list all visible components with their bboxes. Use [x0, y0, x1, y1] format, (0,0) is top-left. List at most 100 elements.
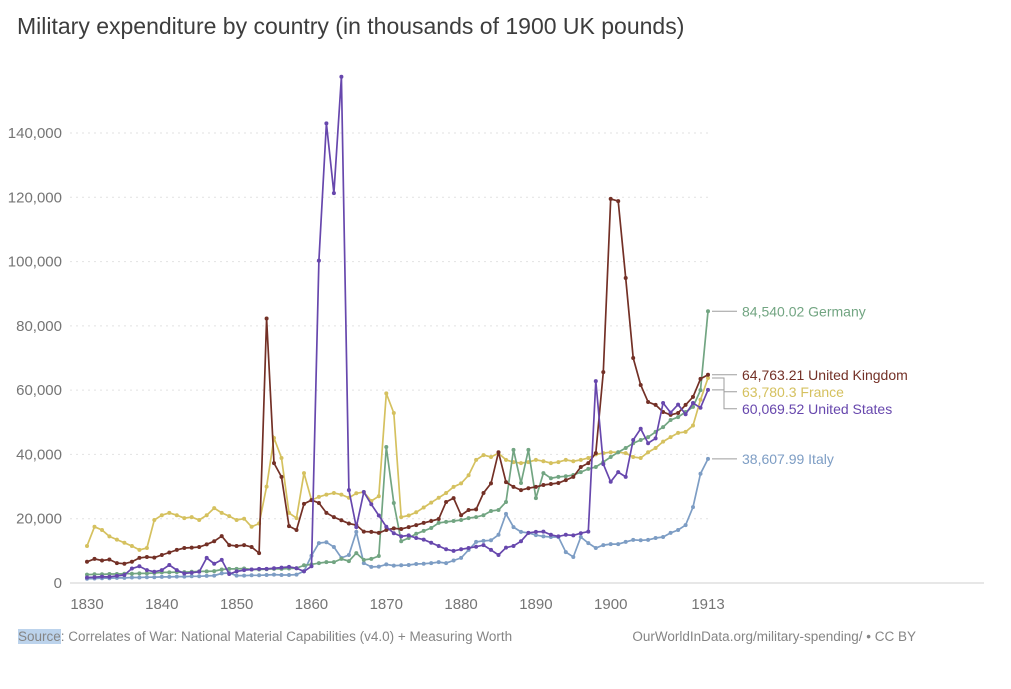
data-point — [436, 495, 441, 500]
data-point — [384, 562, 389, 567]
data-point — [107, 534, 112, 539]
data-point — [331, 491, 336, 495]
data-point — [623, 276, 628, 280]
data-point — [204, 555, 209, 560]
series-line-germany[interactable] — [85, 309, 710, 577]
data-point — [144, 575, 149, 580]
data-point — [384, 391, 389, 396]
data-point — [182, 546, 187, 550]
data-point — [504, 545, 508, 550]
data-point — [159, 574, 164, 579]
data-point — [519, 481, 523, 485]
data-point — [563, 550, 568, 555]
data-point — [571, 474, 576, 479]
data-point — [526, 486, 531, 491]
data-point — [354, 491, 359, 496]
data-point — [608, 479, 613, 484]
data-point — [474, 457, 479, 462]
data-point — [316, 541, 321, 546]
chart-title: Military expenditure by country (in thou… — [17, 13, 685, 39]
data-point — [414, 510, 419, 515]
data-point — [384, 528, 389, 532]
data-point — [676, 402, 681, 407]
end-label-france[interactable]: 63,780.3 France — [742, 384, 844, 400]
data-point — [152, 518, 157, 522]
series-path — [86, 197, 709, 565]
data-point — [92, 524, 97, 529]
data-point — [661, 401, 666, 405]
data-point — [623, 539, 628, 544]
data-point — [511, 544, 516, 548]
data-point — [174, 574, 179, 579]
owid-credit[interactable]: OurWorldInData.org/military-spending/ • … — [632, 629, 916, 644]
data-point — [302, 563, 306, 568]
end-label-united-states[interactable]: 60,069.52 United States — [742, 401, 892, 417]
data-point — [474, 544, 479, 549]
series-line-united-kingdom[interactable] — [85, 196, 710, 566]
data-point — [646, 450, 651, 455]
data-point — [129, 571, 134, 576]
data-point — [533, 496, 538, 501]
data-point — [444, 500, 449, 504]
data-point — [653, 436, 658, 441]
data-point — [668, 435, 673, 440]
data-point — [376, 494, 381, 499]
data-point — [287, 573, 291, 577]
data-point — [122, 575, 127, 580]
data-point — [85, 572, 89, 577]
data-point — [496, 450, 501, 455]
data-point — [548, 461, 553, 466]
data-point — [429, 526, 434, 530]
series-line-france[interactable] — [85, 376, 710, 552]
data-point — [316, 501, 321, 505]
data-point — [302, 471, 306, 476]
data-point — [399, 534, 404, 539]
data-point — [638, 383, 643, 387]
data-point — [331, 515, 336, 520]
data-point — [444, 561, 449, 566]
data-point — [369, 502, 374, 507]
data-point — [601, 543, 606, 548]
data-point — [316, 561, 321, 566]
data-point — [85, 575, 89, 580]
data-point — [526, 530, 531, 535]
y-tick-label: 40,000 — [16, 446, 62, 463]
data-point — [436, 517, 441, 521]
data-point — [578, 470, 583, 475]
end-label-germany[interactable]: 84,540.02 Germany — [742, 303, 866, 319]
data-point — [519, 539, 523, 544]
data-point — [691, 423, 695, 428]
data-point — [661, 535, 666, 539]
series-line-united-states[interactable] — [85, 74, 710, 580]
data-point — [691, 505, 695, 510]
data-point — [129, 575, 134, 580]
data-point — [137, 555, 142, 560]
data-point — [489, 481, 493, 486]
data-point — [586, 529, 591, 534]
data-point — [264, 566, 269, 571]
end-label-italy[interactable]: 38,607.99 Italy — [742, 451, 834, 467]
data-point — [436, 560, 441, 565]
data-point — [616, 199, 621, 204]
data-point — [346, 521, 351, 526]
x-tick-label: 1880 — [444, 596, 477, 613]
data-point — [646, 435, 651, 440]
data-point — [354, 525, 359, 530]
data-point — [384, 524, 389, 529]
data-point — [661, 425, 666, 430]
data-point — [227, 566, 232, 571]
y-tick-label: 60,000 — [16, 382, 62, 399]
data-point — [556, 534, 561, 539]
data-point — [354, 529, 359, 534]
data-point — [638, 538, 643, 543]
data-point — [242, 543, 247, 548]
data-point — [706, 309, 710, 314]
data-point — [324, 510, 329, 515]
data-point — [144, 555, 149, 559]
end-label-united-kingdom[interactable]: 64,763.21 United Kingdom — [742, 367, 908, 383]
data-point — [279, 573, 284, 577]
data-point — [676, 430, 681, 435]
y-tick-label: 0 — [54, 575, 62, 592]
data-point — [144, 568, 149, 573]
